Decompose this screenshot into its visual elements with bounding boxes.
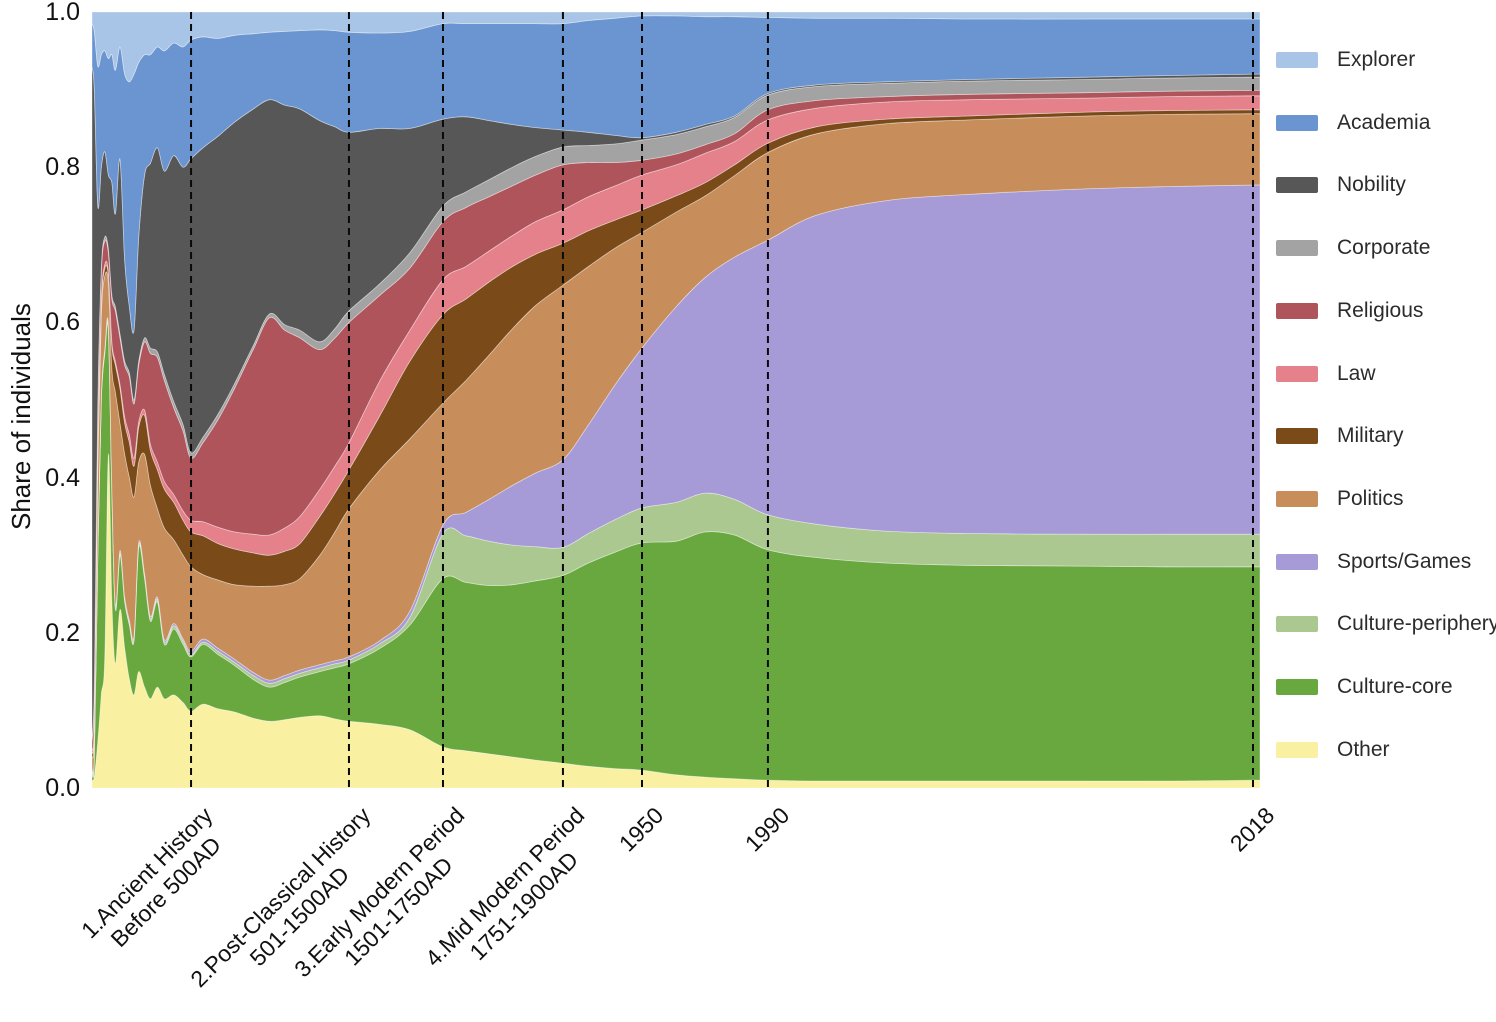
y-tick-label: 0.4 xyxy=(45,463,80,492)
area-nobility xyxy=(92,66,1260,738)
legend-item: Sports/Games xyxy=(1276,548,1471,576)
legend-swatch-explorer xyxy=(1276,52,1318,68)
legend-item: Military xyxy=(1276,422,1404,450)
y-tick-label: 0.6 xyxy=(45,308,80,337)
y-axis-label: Share of individuals xyxy=(6,303,36,530)
legend-swatch-military xyxy=(1276,428,1318,445)
x-tick-label-1990: 1990 xyxy=(739,802,795,857)
legend-swatch-culture-periphery xyxy=(1276,616,1318,633)
legend-swatch-academia xyxy=(1276,114,1318,131)
y-tick-label: 0.2 xyxy=(45,618,80,647)
legend-swatch-religious xyxy=(1276,302,1318,319)
x-tick-label-1950: 1950 xyxy=(613,802,669,857)
y-tick-label: 0.8 xyxy=(45,153,80,182)
y-tick-label: 0.0 xyxy=(45,774,80,802)
legend-swatch-law xyxy=(1276,365,1318,382)
legend-item: Explorer xyxy=(1276,46,1415,74)
legend-swatch-culture-core xyxy=(1276,679,1318,695)
area-explorer xyxy=(92,12,1260,83)
legend-swatch-sports-games xyxy=(1276,553,1318,570)
x-tick-label-ancient: 1.Ancient History Before 500AD xyxy=(76,802,227,953)
legend-swatch-corporate xyxy=(1276,240,1318,257)
legend-item: Culture-periphery xyxy=(1276,610,1496,638)
legend-swatch-nobility xyxy=(1276,177,1318,194)
legend-item: Academia xyxy=(1276,109,1430,137)
legend-item: Religious xyxy=(1276,297,1423,325)
stacked-area-chart xyxy=(92,12,1260,788)
y-tick-label: 1.0 xyxy=(45,0,80,26)
legend-item: Politics xyxy=(1276,485,1404,513)
legend-item: Other xyxy=(1276,736,1390,764)
legend-item: Law xyxy=(1276,360,1376,388)
legend-item: Corporate xyxy=(1276,234,1430,262)
legend-item: Culture-core xyxy=(1276,673,1453,701)
legend-swatch-politics xyxy=(1276,490,1318,507)
legend-item: Nobility xyxy=(1276,171,1406,199)
legend-swatch-other xyxy=(1276,741,1318,758)
x-tick-label-2018: 2018 xyxy=(1224,802,1280,857)
